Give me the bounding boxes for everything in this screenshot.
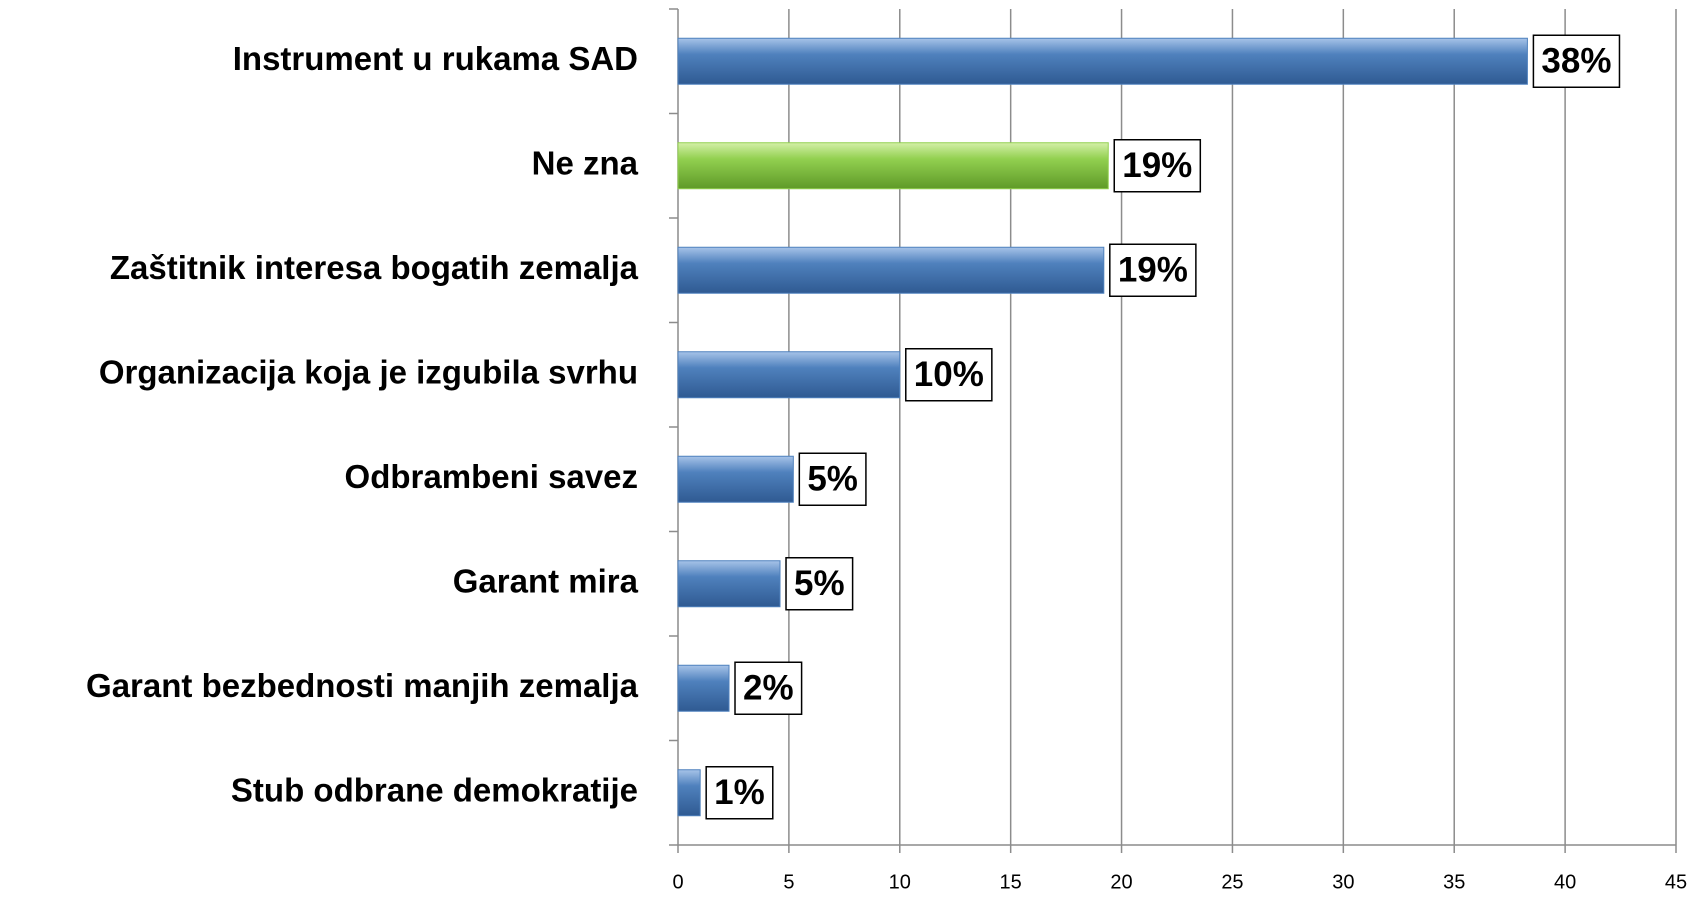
- category-label: Zaštitnik interesa bogatih zemalja: [110, 249, 639, 286]
- value-label-box: [1113, 139, 1202, 193]
- category-label: Odbrambeni savez: [345, 458, 638, 495]
- x-tick-label: 0: [672, 871, 683, 893]
- bar: [677, 351, 901, 399]
- category-label: Garant bezbednosti manjih zemalja: [86, 667, 639, 704]
- value-label-box: [785, 557, 854, 611]
- value-label-box: [734, 661, 803, 715]
- bar: [677, 664, 730, 712]
- category-label: Stub odbrane demokratije: [231, 771, 638, 808]
- value-label: 10%: [914, 355, 984, 394]
- value-label: 5%: [807, 460, 858, 499]
- value-label: 38%: [1541, 42, 1611, 81]
- x-tick-label: 20: [1110, 871, 1132, 893]
- x-tick-label: 40: [1554, 871, 1576, 893]
- value-label: 2%: [743, 669, 794, 708]
- value-label: 19%: [1118, 251, 1188, 290]
- bar: [677, 142, 1109, 190]
- value-label-box: [1532, 34, 1621, 88]
- x-tick-label: 5: [783, 871, 794, 893]
- value-label: 5%: [794, 564, 845, 603]
- value-label: 1%: [714, 773, 765, 812]
- value-label-box: [798, 452, 867, 506]
- x-tick-label: 10: [889, 871, 911, 893]
- value-label-box: [705, 766, 774, 820]
- bar: [677, 560, 781, 608]
- category-label: Ne zna: [532, 144, 639, 181]
- x-tick-label: 45: [1665, 871, 1687, 893]
- value-label-box: [905, 348, 993, 402]
- value-label-box: [1109, 243, 1197, 297]
- category-label: Organizacija koja je izgubila svrhu: [99, 353, 638, 390]
- x-tick-label: 25: [1221, 871, 1243, 893]
- value-label: 19%: [1122, 146, 1192, 185]
- x-tick-label: 15: [1000, 871, 1022, 893]
- bar: [677, 455, 794, 503]
- bar: [677, 37, 1528, 85]
- category-label: Instrument u rukama SAD: [233, 40, 638, 77]
- x-tick-label: 35: [1443, 871, 1465, 893]
- bar: [677, 769, 701, 817]
- category-label: Garant mira: [453, 562, 639, 599]
- x-tick-label: 30: [1332, 871, 1354, 893]
- bar: [677, 246, 1105, 294]
